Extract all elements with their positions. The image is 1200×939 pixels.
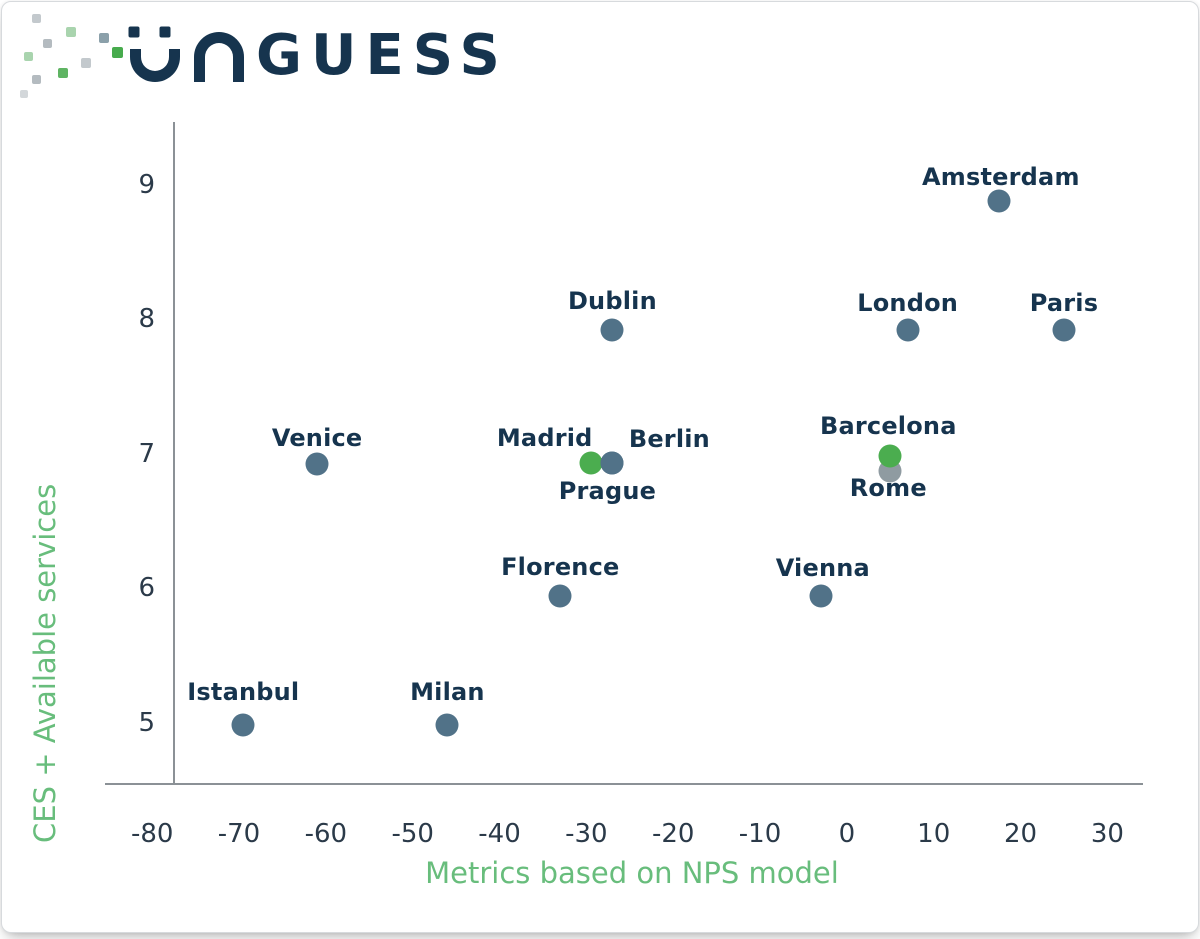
y-tick-label: 7 (138, 438, 155, 469)
logo-pixel-square-icon (81, 58, 91, 68)
logo-pixel-square-icon (20, 90, 28, 98)
x-axis-line (105, 783, 1143, 785)
x-tick-label: -70 (217, 819, 261, 849)
x-tick-label: -30 (565, 819, 608, 849)
y-tick-label: 8 (138, 304, 155, 335)
plot-area: -80 -70 -60 -50 -40 -30 -20 -10 0 10 20 30 9 8 7 6 5 Ista… (131, 123, 1143, 849)
logo-wordmark: GUESS (128, 23, 509, 88)
x-tick-label: 0 (838, 819, 856, 849)
data-point-dot-london (896, 318, 920, 342)
data-point-dot-paris (1052, 318, 1076, 342)
data-point-label-barcelona: Barcelona (819, 412, 957, 441)
logo-pixel-square-icon (99, 33, 109, 43)
x-tick-label: 30 (1090, 819, 1124, 849)
data-point-dot-madrid (579, 451, 603, 475)
data-point-label-berlin: Berlin (628, 425, 710, 454)
data-point-dot-venice (305, 452, 329, 476)
logo-pixel-square-icon (58, 68, 68, 78)
data-point-label-paris: Paris (1029, 289, 1099, 317)
data-point-label-dublin: Dublin (567, 287, 657, 315)
data-point-dot-barcelona (878, 444, 902, 468)
logo-pixel-square-icon (24, 52, 33, 61)
x-tick-label: -40 (478, 819, 521, 849)
logo-pixel-square-icon (66, 27, 76, 37)
y-tick-label: 5 (138, 707, 155, 738)
data-point-label-venice: Venice (271, 424, 363, 453)
data-point-dot-milan (435, 713, 459, 737)
logo-pixel-square-icon (43, 39, 52, 48)
data-point-label-prague: Prague (558, 477, 657, 506)
data-point-dot-berlin (600, 451, 624, 475)
data-point-label-amsterdam: Amsterdam (922, 162, 1080, 191)
logo-u-dot-icon (128, 26, 140, 38)
data-point-label-florence: Florence (501, 553, 620, 582)
logo-pixel-square-icon (32, 75, 41, 84)
y-axis-title: CES + Available services (28, 483, 62, 843)
logo-u-smile-icon (130, 49, 180, 82)
data-point-label-istanbul: Istanbul (187, 678, 300, 707)
logo-letters: GUESS (256, 23, 509, 88)
logo-n-arch-shape (194, 32, 244, 82)
x-tick-label: -10 (738, 819, 782, 849)
x-tick-label: 10 (917, 819, 951, 849)
unguess-logo: GUESS (16, 10, 500, 100)
data-point-label-vienna: Vienna (775, 554, 870, 583)
logo-u-smiley-icon (128, 26, 180, 82)
data-point-dot-florence (548, 584, 572, 608)
x-tick-label: -50 (391, 819, 434, 849)
x-tick-label: -80 (130, 819, 174, 849)
data-point-dot-istanbul (231, 713, 255, 737)
data-point-label-milan: Milan (410, 678, 485, 707)
logo-pixels-icon (16, 10, 146, 110)
x-tick-label: -60 (304, 819, 348, 849)
y-tick-label: 9 (138, 169, 155, 200)
logo-pixel-square-icon (112, 47, 123, 58)
data-point-dot-dublin (600, 318, 624, 342)
data-point-label-madrid: Madrid (496, 424, 593, 453)
data-point-dot-amsterdam (987, 189, 1011, 213)
x-tick-label: -20 (651, 819, 695, 849)
x-tick-label: 20 (1004, 819, 1038, 849)
data-point-label-rome: Rome (849, 474, 927, 503)
data-point-dot-vienna (809, 584, 833, 608)
x-axis-title: Metrics based on NPS model (425, 856, 839, 890)
y-tick-label: 6 (138, 573, 155, 604)
logo-pixel-square-icon (32, 14, 41, 23)
logo-n-arch-icon (194, 30, 244, 82)
logo-u-dot-icon (159, 26, 171, 38)
y-axis-line (173, 122, 175, 783)
data-point-label-london: London (857, 289, 959, 317)
